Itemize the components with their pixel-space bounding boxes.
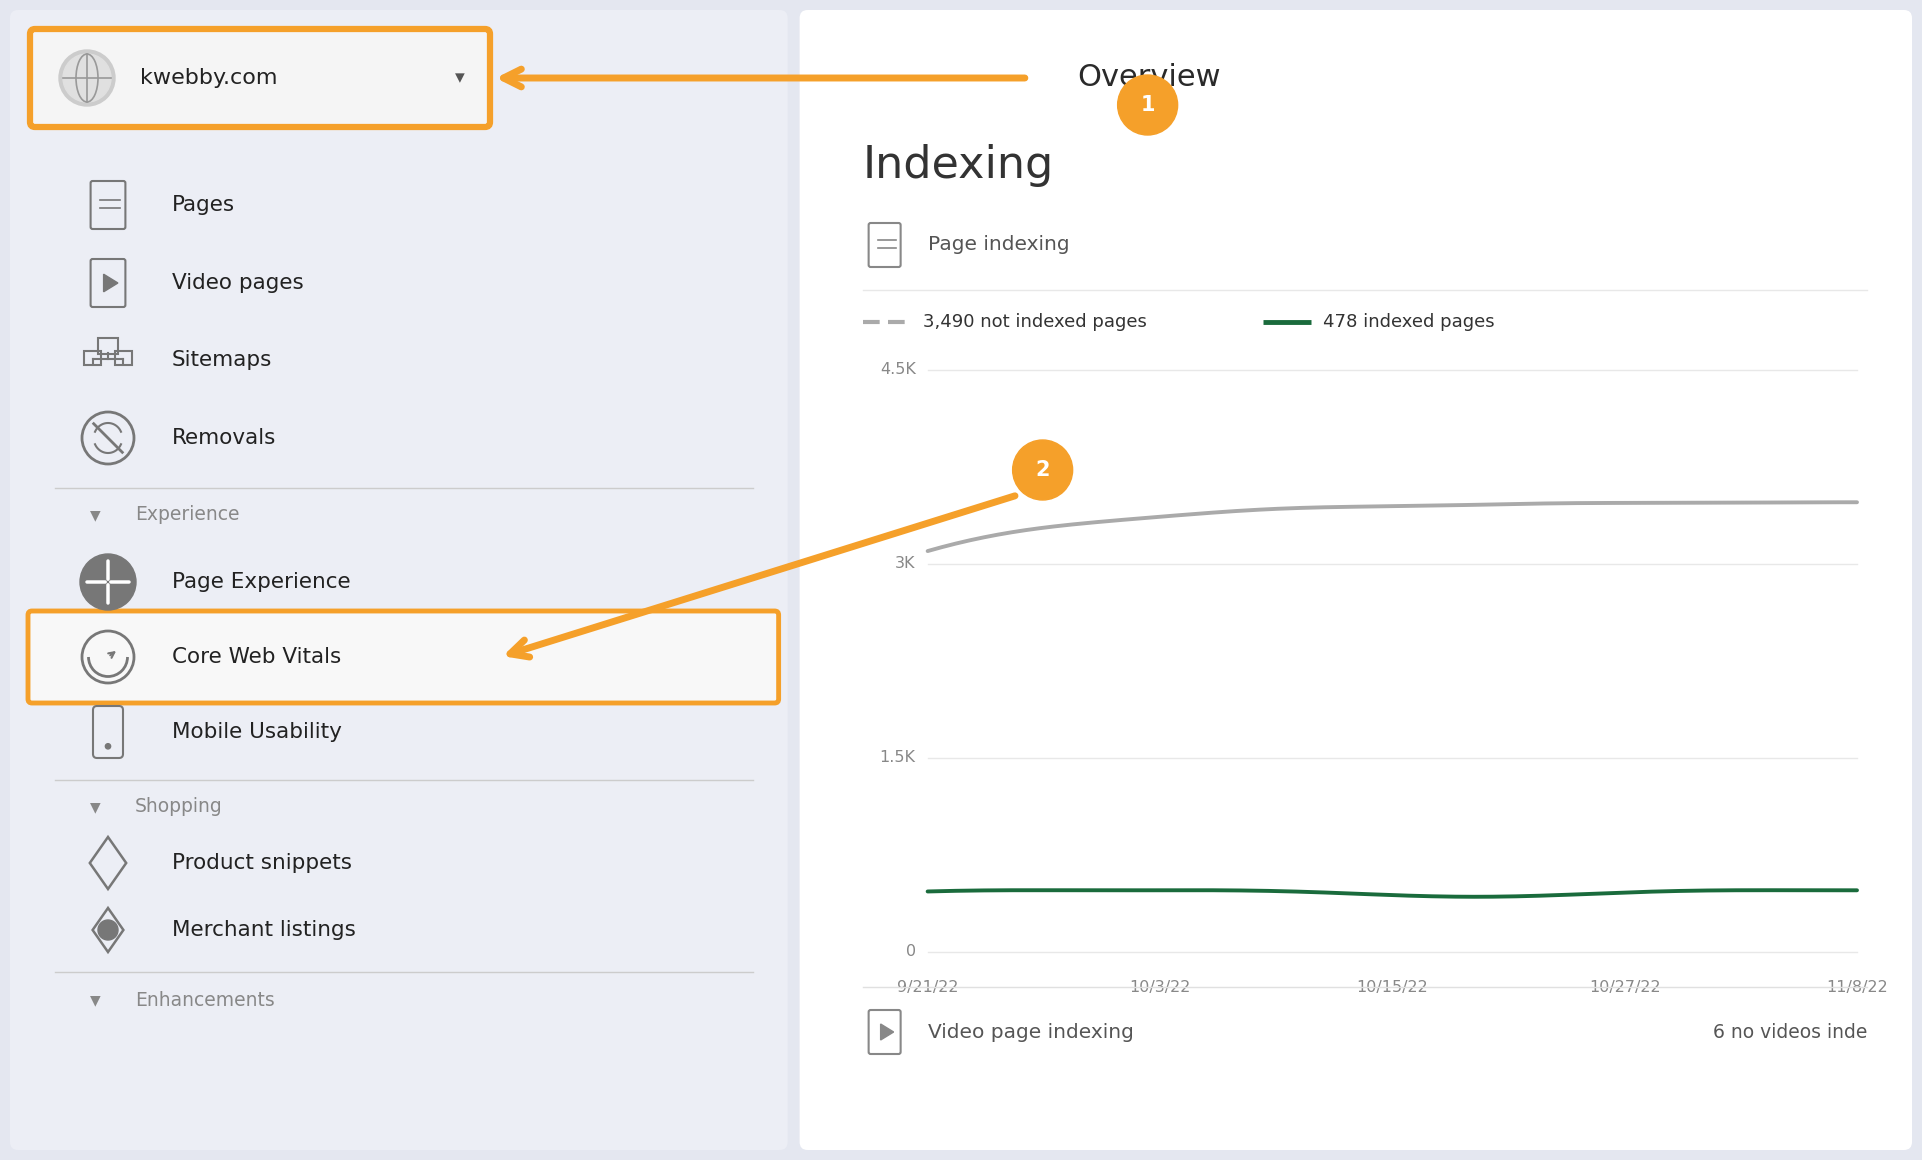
Text: 11/8/22: 11/8/22 [1826, 980, 1887, 995]
Text: Mobile Usability: Mobile Usability [171, 722, 342, 742]
Text: kwebby.com: kwebby.com [140, 68, 277, 88]
Text: 3,490 not indexed pages: 3,490 not indexed pages [923, 313, 1147, 331]
Text: Page Experience: Page Experience [171, 572, 350, 592]
Text: 1.5K: 1.5K [880, 751, 915, 766]
Text: 4.5K: 4.5K [880, 362, 915, 377]
Polygon shape [880, 1024, 894, 1041]
Text: Core Web Vitals: Core Web Vitals [171, 647, 342, 667]
Circle shape [60, 50, 115, 106]
Text: 9/21/22: 9/21/22 [898, 980, 959, 995]
Text: 6 no videos inde: 6 no videos inde [1713, 1022, 1866, 1042]
Text: 0: 0 [905, 944, 915, 959]
Text: Overview: Overview [1078, 64, 1220, 93]
Circle shape [98, 920, 117, 940]
Circle shape [63, 55, 111, 102]
Text: 10/27/22: 10/27/22 [1589, 980, 1661, 995]
Text: Pages: Pages [171, 195, 234, 215]
Text: Page indexing: Page indexing [928, 235, 1069, 254]
Text: 10/15/22: 10/15/22 [1357, 980, 1428, 995]
Circle shape [81, 554, 136, 610]
Text: 10/3/22: 10/3/22 [1130, 980, 1190, 995]
Text: ▼: ▼ [90, 993, 100, 1007]
Text: ▼: ▼ [90, 800, 100, 814]
Text: Shopping: Shopping [135, 798, 223, 817]
Text: 2: 2 [1036, 461, 1049, 480]
Circle shape [106, 744, 111, 749]
Text: ▼: ▼ [90, 508, 100, 522]
Text: Product snippets: Product snippets [171, 853, 352, 873]
Circle shape [1117, 75, 1178, 135]
Text: Indexing: Indexing [863, 144, 1053, 187]
Text: 1: 1 [1140, 95, 1155, 115]
Text: 3K: 3K [896, 557, 915, 572]
Text: Enhancements: Enhancements [135, 991, 275, 1009]
Polygon shape [104, 274, 117, 292]
Text: 478 indexed pages: 478 indexed pages [1322, 313, 1493, 331]
Text: Merchant listings: Merchant listings [171, 920, 356, 940]
Text: Removals: Removals [171, 428, 277, 448]
Text: Sitemaps: Sitemaps [171, 350, 273, 370]
Text: Video pages: Video pages [171, 273, 304, 293]
Text: Experience: Experience [135, 506, 240, 524]
FancyBboxPatch shape [29, 611, 778, 703]
Text: Video page indexing: Video page indexing [928, 1022, 1134, 1042]
Text: ▾: ▾ [456, 68, 465, 87]
Circle shape [1013, 440, 1072, 500]
FancyBboxPatch shape [800, 10, 1912, 1150]
FancyBboxPatch shape [10, 10, 788, 1150]
FancyBboxPatch shape [31, 29, 490, 126]
